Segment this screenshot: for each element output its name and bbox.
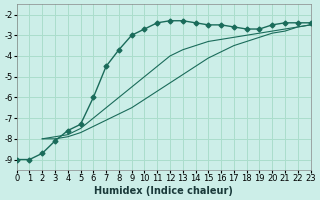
X-axis label: Humidex (Indice chaleur): Humidex (Indice chaleur) xyxy=(94,186,233,196)
